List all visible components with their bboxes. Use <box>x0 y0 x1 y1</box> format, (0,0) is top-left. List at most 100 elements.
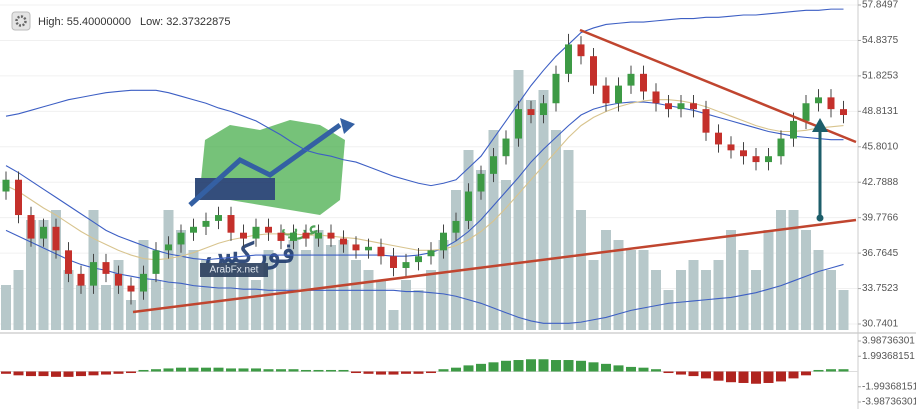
candle-body <box>352 244 360 251</box>
high-label: High: 55.40000000 <box>38 16 131 28</box>
candle-body <box>177 232 185 245</box>
macd-bar <box>601 363 611 372</box>
candle-body <box>815 97 822 104</box>
settings-button[interactable] <box>11 11 31 31</box>
candle-body <box>2 179 10 192</box>
candle-body <box>490 156 497 174</box>
candle-body <box>115 273 122 286</box>
macd-bar <box>838 369 849 372</box>
candle-body <box>165 244 172 251</box>
volume-bar <box>513 70 524 330</box>
target-arrow-base <box>816 214 824 222</box>
volume-bar <box>363 270 374 330</box>
candle-body <box>765 156 772 163</box>
candle-layer <box>2 33 847 305</box>
macd-bar <box>238 368 249 372</box>
candle-body <box>102 262 110 274</box>
macd-bar <box>638 367 649 372</box>
macd-bar <box>301 369 311 372</box>
y-tick-label: 36.7645 <box>862 248 899 259</box>
macd-bar <box>113 371 124 374</box>
candle-body <box>790 120 797 139</box>
macd-bar <box>76 371 86 377</box>
macd-bar <box>201 367 211 372</box>
macd-bar <box>663 371 674 374</box>
macd-bar <box>413 371 424 374</box>
y-tick-label: 39.7766 <box>862 212 899 223</box>
candle-body <box>802 103 810 121</box>
macd-bar <box>488 362 499 372</box>
macd-bar <box>613 365 624 372</box>
macd-bar <box>538 359 549 372</box>
volume-bar <box>176 230 186 330</box>
candle-body <box>677 103 685 110</box>
candle-body <box>65 250 72 274</box>
volume-bar <box>251 280 261 330</box>
volume-bar <box>526 100 536 330</box>
macd-bar <box>826 369 836 372</box>
volume-bar <box>288 240 299 330</box>
volume-bar <box>426 270 436 330</box>
macd-bar <box>38 371 49 377</box>
volume-bar <box>438 240 449 330</box>
macd-bar <box>438 369 449 372</box>
volume-bar <box>376 280 386 330</box>
low-label: Low: 32.37322875 <box>140 16 231 28</box>
volume-bar <box>713 260 724 330</box>
macd-bar <box>338 369 349 372</box>
candle-body <box>440 232 447 251</box>
volume-bar <box>38 220 49 330</box>
candle-body <box>377 246 385 257</box>
volume-bar <box>126 300 136 330</box>
candle-body <box>415 256 422 263</box>
candle-body <box>90 262 97 286</box>
volume-bar <box>676 270 686 330</box>
candle-body <box>190 226 197 233</box>
macd-bar <box>176 367 186 372</box>
candle-body <box>840 109 847 116</box>
macd-bar <box>588 362 599 372</box>
volume-bar <box>113 260 124 330</box>
candle-body <box>702 109 710 133</box>
volume-bar <box>63 270 74 330</box>
candle-body <box>452 220 460 233</box>
volume-bar <box>838 290 849 330</box>
candle-body <box>77 273 85 286</box>
watermark-site-bg <box>200 263 268 277</box>
macd-bar <box>526 359 536 372</box>
volume-bar <box>651 270 661 330</box>
macd-bar <box>563 360 574 372</box>
macd-bar <box>551 360 561 372</box>
candle-body <box>227 215 235 233</box>
volume-bar <box>313 230 324 330</box>
macd-bar <box>426 371 436 374</box>
candle-body <box>365 246 372 251</box>
candle-body <box>240 232 247 239</box>
macd-bar <box>401 371 411 374</box>
macd-bar <box>51 371 61 377</box>
candle-body <box>140 273 147 292</box>
candle-body <box>715 132 722 145</box>
candle-body <box>465 191 472 221</box>
candle-body <box>315 232 322 239</box>
volume-bar <box>488 130 499 330</box>
volume-bar <box>76 285 86 330</box>
support-trendline <box>132 218 857 314</box>
candle-body <box>340 238 347 245</box>
volume-bar <box>688 260 699 330</box>
macd-bar <box>463 365 474 372</box>
y-tick-label: 30.7401 <box>862 319 899 330</box>
volume-bar <box>663 290 674 330</box>
volume-bar <box>388 310 399 330</box>
candle-body <box>427 250 435 257</box>
volume-bar <box>788 210 799 330</box>
macd-bar <box>713 371 724 381</box>
macd-bar <box>513 360 524 372</box>
macd-bar <box>138 369 149 372</box>
candle-body <box>590 56 597 86</box>
macd-bar <box>263 369 274 372</box>
volume-bar <box>738 250 749 330</box>
candle-body <box>690 103 697 110</box>
macd-bar <box>388 371 399 375</box>
macd-bar <box>101 371 111 375</box>
